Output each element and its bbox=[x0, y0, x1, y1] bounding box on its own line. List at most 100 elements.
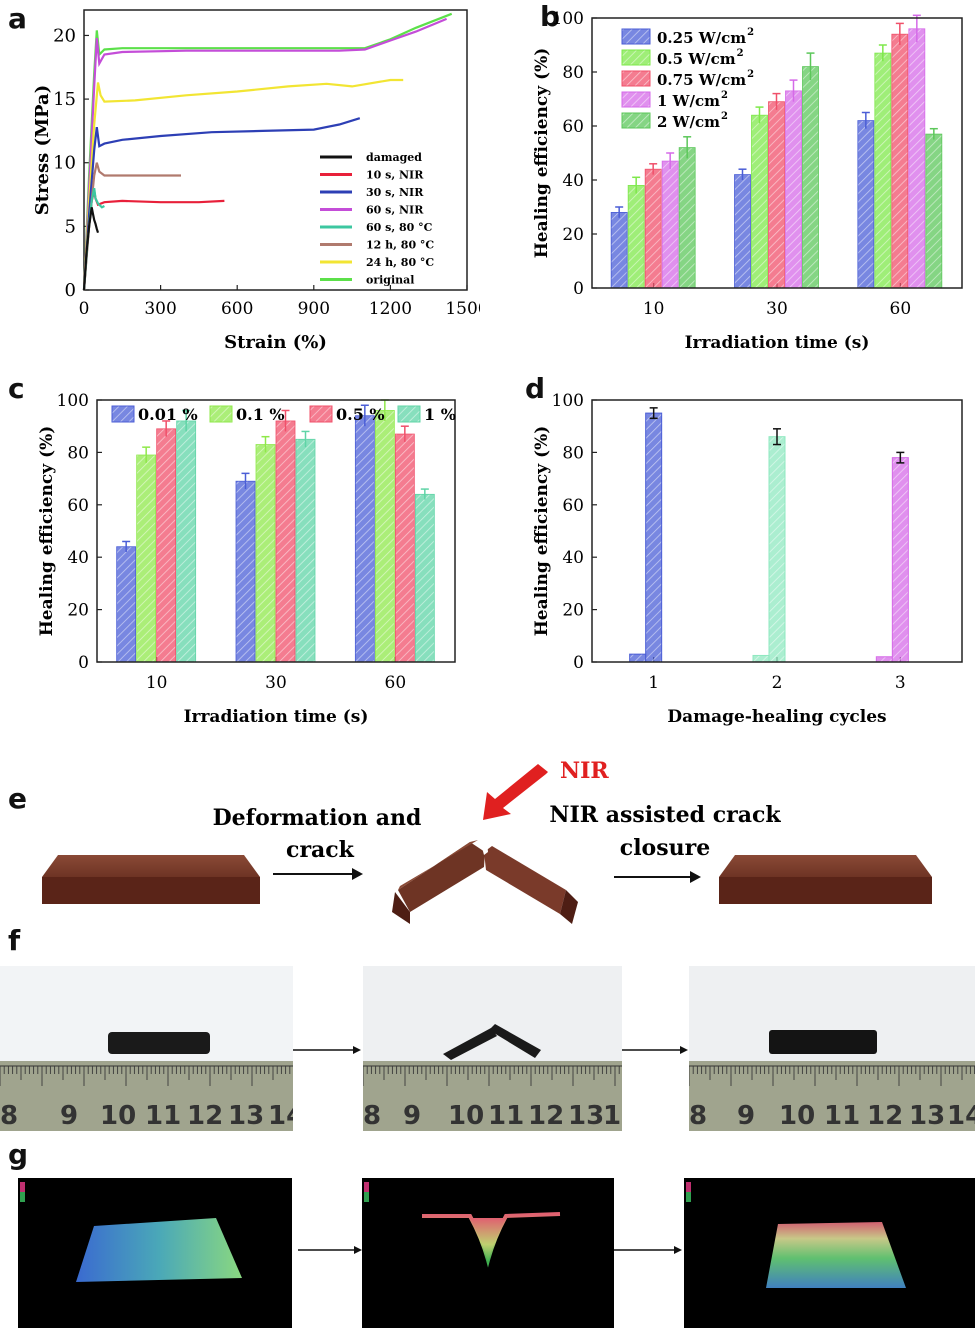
photo-f-healed: 8 9 10 11 12 13 14 bbox=[689, 966, 975, 1131]
legend-label: 10 s, NIR bbox=[366, 169, 424, 182]
legend-label: 0.1 % bbox=[236, 405, 285, 424]
arrow-g-2 bbox=[614, 1246, 682, 1254]
legend-label: damaged bbox=[366, 151, 422, 164]
plot-frame bbox=[591, 399, 963, 663]
bar-healed bbox=[768, 436, 786, 663]
y-tick-label: 40 bbox=[562, 171, 584, 191]
x-tick-label: 0 bbox=[79, 299, 90, 319]
ruler-label: 8 bbox=[363, 1101, 381, 1131]
arrow-f-1 bbox=[293, 1046, 361, 1054]
x-tick-label: 10 bbox=[146, 673, 168, 693]
bar bbox=[414, 493, 435, 663]
y-tick-label: 0 bbox=[573, 653, 584, 673]
bar bbox=[295, 438, 316, 663]
panel-letter-d: d bbox=[525, 372, 546, 405]
y-tick-label: 0 bbox=[78, 653, 89, 673]
ruler-label: 8 bbox=[689, 1101, 707, 1131]
bent-block-cracked bbox=[392, 832, 578, 924]
ruler-label: 11 bbox=[824, 1101, 860, 1131]
plot-frame bbox=[591, 17, 963, 289]
bar bbox=[734, 174, 751, 289]
y-tick-label: 60 bbox=[562, 496, 584, 516]
bar-damaged bbox=[752, 654, 770, 663]
y-tick-label: 40 bbox=[562, 548, 584, 568]
legend-label: 0.5 W/cm bbox=[657, 50, 736, 68]
x-tick-label: 60 bbox=[385, 673, 407, 693]
x-axis-label: Damage-healing cycles bbox=[667, 707, 886, 727]
bar-damaged bbox=[629, 653, 647, 663]
photo-f-original: 8 9 10 11 12 13 14 bbox=[0, 966, 293, 1131]
x-axis-label: Irradiation time (s) bbox=[685, 333, 870, 353]
thermal-g-original bbox=[18, 1178, 292, 1328]
y-tick-label: 5 bbox=[65, 216, 76, 237]
x-tick-label: 900 bbox=[298, 299, 330, 319]
y-axis-label: Stress (MPa) bbox=[32, 85, 53, 215]
bar bbox=[644, 168, 662, 289]
intact-block-after bbox=[719, 855, 932, 904]
ruler-ticks bbox=[363, 1066, 620, 1086]
photo-f-bent: 8 9 10 11 12 13 14 bbox=[363, 966, 622, 1131]
y-tick-label: 20 bbox=[67, 601, 89, 621]
x-tick-label: 3 bbox=[895, 673, 906, 693]
ruler-label: 12 bbox=[867, 1101, 903, 1131]
panel-letter-f: f bbox=[8, 924, 21, 957]
ruler-label: 13 bbox=[909, 1101, 945, 1131]
legend-label: 12 h, 80 °C bbox=[366, 239, 434, 252]
bar bbox=[176, 420, 197, 663]
plot-frame bbox=[83, 9, 468, 291]
x-tick-label: 2 bbox=[772, 673, 783, 693]
y-tick-label: 100 bbox=[57, 391, 89, 411]
bar-healed bbox=[891, 457, 909, 663]
nir-arrow-icon bbox=[483, 764, 548, 820]
series-line bbox=[82, 162, 181, 291]
y-axis-label: Healing efficiency (%) bbox=[532, 426, 552, 637]
series-line bbox=[82, 190, 225, 291]
x-tick-label: 30 bbox=[766, 299, 788, 319]
bar bbox=[768, 101, 785, 289]
ruler-ticks bbox=[0, 1066, 291, 1086]
bar bbox=[374, 410, 395, 663]
ruler-label: 10 bbox=[100, 1101, 136, 1131]
ruler-label: 11 bbox=[488, 1101, 524, 1131]
bar-healed bbox=[645, 412, 663, 663]
bar bbox=[235, 480, 256, 663]
legend-swatch bbox=[309, 405, 333, 423]
y-tick-label: 60 bbox=[562, 117, 584, 137]
legend-label: 24 h, 80 °C bbox=[366, 256, 434, 269]
step1-label-line1: Deformation and bbox=[213, 805, 422, 831]
y-tick-label: 20 bbox=[562, 601, 584, 621]
bar bbox=[610, 211, 628, 289]
arrow-right-2 bbox=[614, 871, 701, 883]
arrow-g-1 bbox=[298, 1246, 362, 1254]
bar bbox=[891, 33, 909, 289]
legend-label: 0.5 % bbox=[336, 405, 385, 424]
bar bbox=[857, 120, 875, 289]
ruler-label: 13 bbox=[228, 1101, 264, 1131]
legend-superscript: 2 bbox=[721, 111, 728, 122]
legend-label: 0.75 W/cm bbox=[657, 71, 746, 89]
y-tick-label: 80 bbox=[562, 63, 584, 83]
legend-superscript: 2 bbox=[737, 48, 744, 59]
bar bbox=[354, 415, 375, 663]
ruler-label: 12 bbox=[528, 1101, 564, 1131]
ruler-label: 14 bbox=[947, 1101, 975, 1131]
y-tick-label: 0 bbox=[65, 280, 76, 301]
legend-swatch bbox=[621, 28, 651, 45]
x-tick-label: 1200 bbox=[369, 299, 412, 319]
thermal-g-healed bbox=[684, 1178, 975, 1328]
panel-letter-b: b bbox=[540, 0, 561, 33]
bar bbox=[627, 184, 645, 289]
legend-swatch bbox=[621, 70, 651, 87]
legend-label: 60 s, NIR bbox=[366, 204, 424, 217]
legend-label: original bbox=[366, 274, 415, 287]
bar bbox=[874, 52, 892, 289]
legend-label: 1 W/cm bbox=[657, 92, 720, 110]
ruler-label: 10 bbox=[779, 1101, 815, 1131]
legend-superscript: 2 bbox=[747, 69, 754, 80]
ruler-label: 14 bbox=[268, 1101, 293, 1131]
legend-label: 2 W/cm bbox=[657, 113, 720, 131]
